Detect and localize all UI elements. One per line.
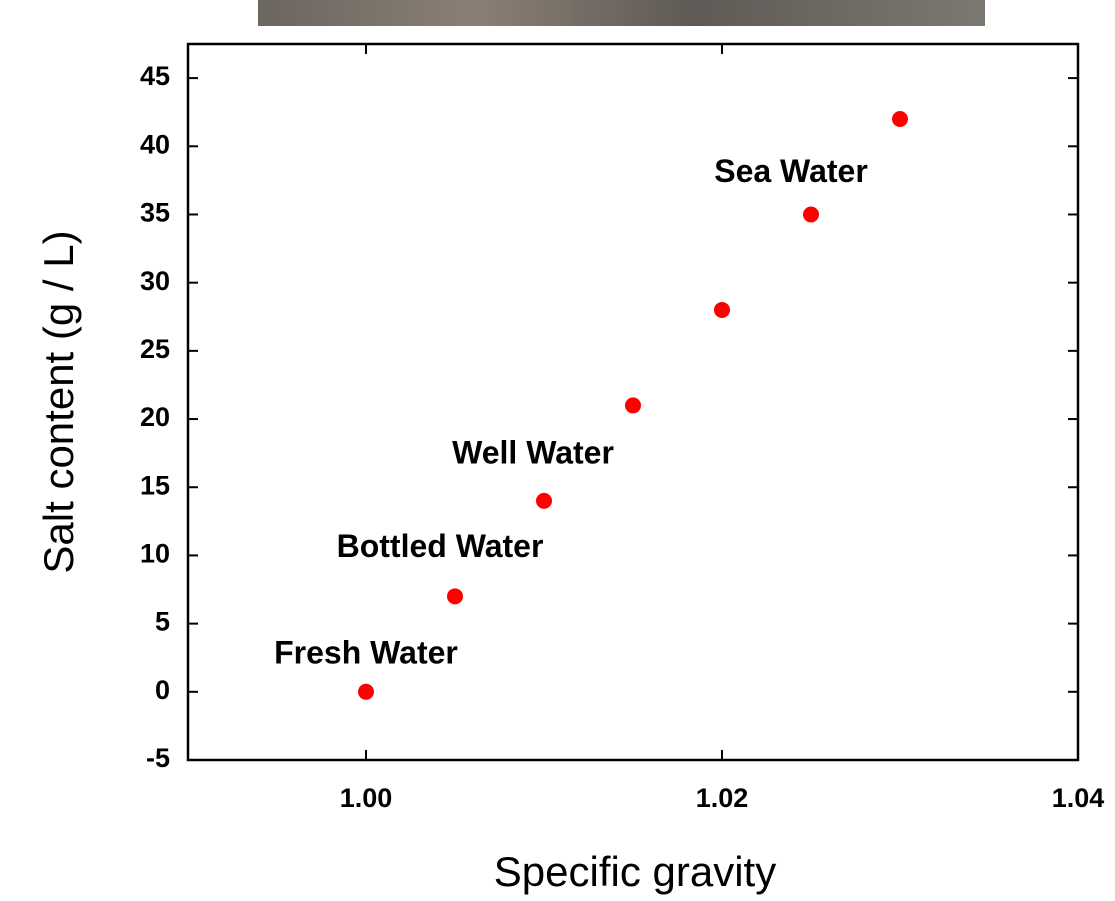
y-tick-label: 45	[140, 61, 170, 91]
annotation: Fresh Water	[274, 634, 458, 670]
page: Specific gravity Salt content (g / L) -5…	[0, 0, 1115, 901]
x-tick-label: 1.02	[696, 783, 749, 813]
point	[447, 588, 463, 604]
point	[892, 111, 908, 127]
x-axis-title: Specific gravity	[494, 848, 776, 895]
point	[625, 397, 641, 413]
point	[358, 684, 374, 700]
x-tick-label: 1.04	[1052, 783, 1105, 813]
y-tick-label: 20	[140, 402, 170, 432]
y-tick-label: 5	[155, 607, 170, 637]
annotation: Sea Water	[714, 153, 868, 189]
chart: Specific gravity Salt content (g / L) -5…	[0, 0, 1115, 901]
y-tick-label: 15	[140, 470, 170, 500]
point	[536, 493, 552, 509]
x-tick-label: 1.00	[340, 783, 393, 813]
y-tick-label: 25	[140, 334, 170, 364]
y-axis-title: Salt content (g / L)	[35, 230, 82, 573]
y-tick-label: 40	[140, 129, 170, 159]
y-tick-label: 30	[140, 266, 170, 296]
y-tick-label: 35	[140, 198, 170, 228]
annotation: Well Water	[452, 434, 614, 470]
annotation: Bottled Water	[337, 528, 544, 564]
point	[803, 206, 819, 222]
point	[714, 302, 730, 318]
y-tick-label: -5	[146, 743, 170, 773]
y-tick-label: 10	[140, 539, 170, 569]
photo-strip	[258, 0, 985, 26]
y-tick-label: 0	[155, 675, 170, 705]
